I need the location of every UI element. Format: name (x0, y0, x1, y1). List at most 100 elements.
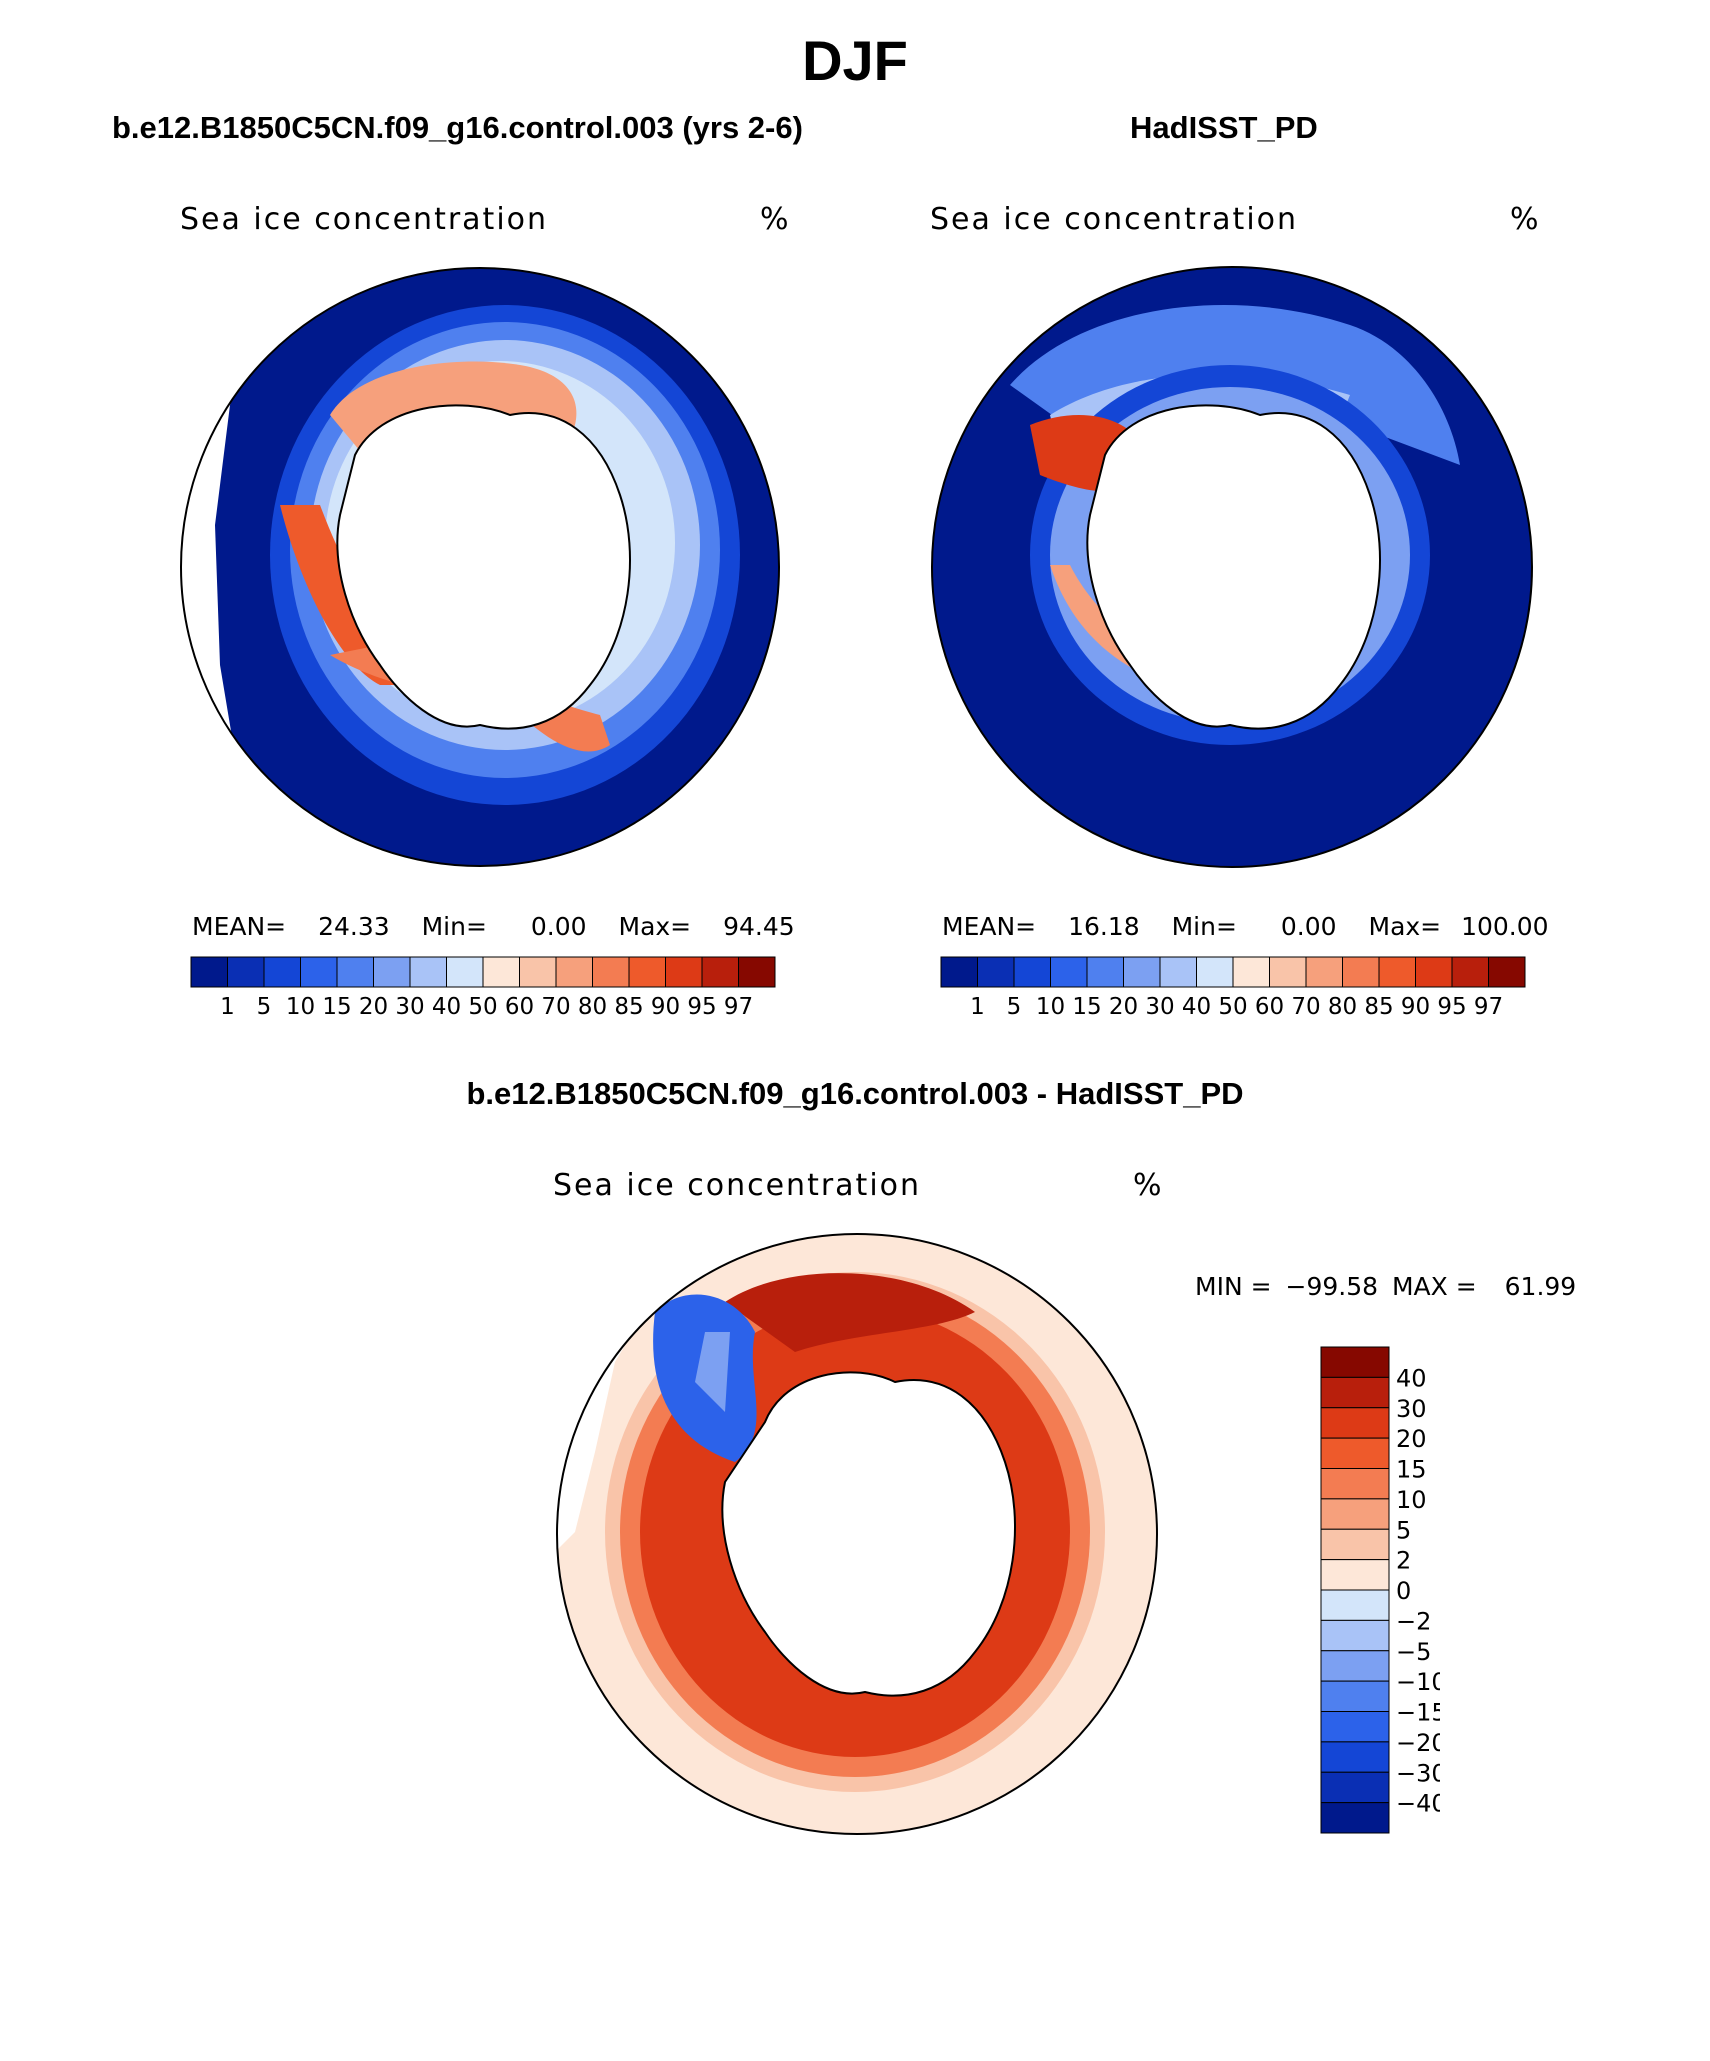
left-colorbar-swatch-1 (227, 956, 265, 988)
left-colorbar-swatch-15 (738, 956, 776, 988)
right-mean-label: MEAN= (942, 912, 1037, 941)
left-min-label: Min= (421, 912, 487, 941)
diff-colorbar-tick-label: −30 (1396, 1759, 1440, 1787)
right-colorbar-swatch-2 (1013, 956, 1051, 988)
ice-free-region (181, 268, 360, 866)
right-colorbar-swatch-6 (1159, 956, 1197, 988)
left-colorbar-swatch-5 (373, 956, 411, 988)
left-colorbar-tick-label: 70 (541, 994, 570, 1020)
left-colorbar-tick-label: 60 (505, 994, 534, 1020)
right-colorbar-swatch-0 (940, 956, 978, 988)
right-colorbar-tick-label: 80 (1328, 994, 1357, 1020)
diff-colorbar-swatch-11 (1320, 1680, 1390, 1712)
right-colorbar-tick-label: 85 (1364, 994, 1393, 1020)
left-colorbar-swatch-11 (592, 956, 630, 988)
right-max-label: Max= (1368, 912, 1442, 941)
right-colorbar-swatch-14 (1451, 956, 1489, 988)
diff-colorbar-tick-label: −10 (1396, 1668, 1440, 1696)
left-stats-line: MEAN= 24.33 Min= 0.00 Max= 94.45 (192, 912, 795, 941)
diff-colorbar-tick-label: 10 (1396, 1486, 1427, 1514)
right-colorbar-swatch-10 (1305, 956, 1343, 988)
diff-colorbar-tick-label: −2 (1396, 1607, 1431, 1635)
right-colorbar-swatch-1 (977, 956, 1015, 988)
left-colorbar-tick-label: 10 (286, 994, 315, 1020)
right-min-value: 0.00 (1280, 912, 1337, 941)
diff-colorbar-swatch-2 (1320, 1407, 1390, 1439)
right-colorbar-tick-label: 60 (1255, 994, 1284, 1020)
right-colorbar-tick-label: 70 (1291, 994, 1320, 1020)
left-colorbar-swatch-10 (555, 956, 593, 988)
left-colorbar-tick-label: 5 (257, 994, 272, 1020)
diff-colorbar-tick-label: 30 (1396, 1395, 1427, 1423)
diff-minmax-line: MIN = −99.58 MAX = 61.99 (1195, 1272, 1576, 1301)
right-stats-line: MEAN= 16.18 Min= 0.00 Max= 100.00 (942, 912, 1549, 941)
left-colorbar-swatch-3 (300, 956, 338, 988)
right-colorbar-tick-label: 20 (1109, 994, 1138, 1020)
right-case-title: HadISST_PD (1130, 110, 1318, 145)
diff-colorbar-swatch-10 (1320, 1650, 1390, 1682)
left-max-value: 94.45 (723, 912, 795, 941)
right-colorbar-tick-label: 30 (1145, 994, 1174, 1020)
left-colorbar-tick-label: 40 (432, 994, 461, 1020)
diff-colorbar-swatch-7 (1320, 1559, 1390, 1591)
right-colorbar-tick-label: 90 (1401, 994, 1430, 1020)
left-colorbar-tick-label: 20 (359, 994, 388, 1020)
right-colorbar-swatch-15 (1488, 956, 1526, 988)
left-colorbar-swatch-2 (263, 956, 301, 988)
right-colorbar-tick-label: 97 (1474, 994, 1503, 1020)
diff-colorbar-swatch-14 (1320, 1771, 1390, 1804)
left-colorbar-ticks: 1 5 10 15 20 30 40 50 60 70 80 85 90 95 97 (220, 994, 753, 1020)
right-colorbar-swatch-12 (1378, 956, 1416, 988)
diff-colorbar-tick-label: −15 (1396, 1699, 1440, 1727)
left-colorbar-swatch-0 (190, 956, 228, 988)
diff-colorbar-tick-label: 2 (1396, 1547, 1411, 1575)
figure-title: DJF (802, 29, 908, 92)
diff-variable-label: Sea ice concentration (553, 1168, 922, 1203)
diff-colorbar-tick-label: 40 (1396, 1364, 1427, 1392)
left-min-value: 0.00 (530, 912, 587, 941)
diff-colorbar-tick-label: 0 (1396, 1577, 1411, 1605)
left-colorbar-tick-label: 97 (724, 994, 753, 1020)
left-colorbar-tick-label: 90 (651, 994, 680, 1020)
diff-max-label: MAX = (1391, 1272, 1477, 1301)
left-colorbar-swatch-13 (665, 956, 703, 988)
diff-case-title: b.e12.B1850C5CN.f09_g16.control.003 - Ha… (466, 1076, 1244, 1111)
diff-min-label: MIN = (1195, 1272, 1272, 1301)
right-colorbar-swatch-3 (1050, 956, 1088, 988)
diff-colorbar-swatch-9 (1320, 1619, 1390, 1652)
right-colorbar-tick-label: 10 (1036, 994, 1065, 1020)
diff-units-label: % (1133, 1168, 1164, 1203)
left-colorbar-swatch-4 (336, 956, 374, 988)
left-colorbar-tick-label: 50 (468, 994, 497, 1020)
left-units-label: % (760, 202, 791, 237)
left-polar-map (180, 267, 780, 867)
right-colorbar (940, 956, 1526, 988)
left-colorbar-swatch-14 (701, 956, 739, 988)
left-colorbar-tick-label: 30 (395, 994, 424, 1020)
left-variable-label: Sea ice concentration (180, 202, 549, 237)
right-mean-value: 16.18 (1068, 912, 1140, 941)
right-max-value: 100.00 (1461, 912, 1549, 941)
diff-colorbar-swatch-1 (1320, 1376, 1390, 1409)
right-variable-label: Sea ice concentration (930, 202, 1299, 237)
diff-colorbar-swatch-12 (1320, 1711, 1390, 1743)
right-colorbar-tick-label: 95 (1437, 994, 1466, 1020)
left-colorbar-swatch-12 (628, 956, 666, 988)
left-colorbar-tick-label: 85 (614, 994, 643, 1020)
right-colorbar-tick-label: 5 (1007, 994, 1022, 1020)
right-colorbar-tick-label: 15 (1072, 994, 1101, 1020)
right-min-label: Min= (1171, 912, 1237, 941)
left-mean-value: 24.33 (318, 912, 390, 941)
left-colorbar-swatch-8 (482, 956, 520, 988)
diff-colorbar-tick-label: −20 (1396, 1729, 1440, 1757)
diff-colorbar-swatch-8 (1320, 1589, 1390, 1621)
antarctica-landmass (336, 404, 631, 730)
right-colorbar-swatch-7 (1196, 956, 1234, 988)
antarctica-landmass (721, 1371, 1016, 1697)
diff-colorbar-swatch-0 (1320, 1346, 1390, 1378)
right-colorbar-ticks: 1 5 10 15 20 30 40 50 60 70 80 85 90 95 97 (970, 994, 1503, 1020)
diff-colorbar-swatch-15 (1320, 1802, 1390, 1834)
left-colorbar-swatch-9 (519, 956, 557, 988)
diff-min-value: −99.58 (1285, 1272, 1379, 1301)
right-colorbar-swatch-4 (1086, 956, 1124, 988)
